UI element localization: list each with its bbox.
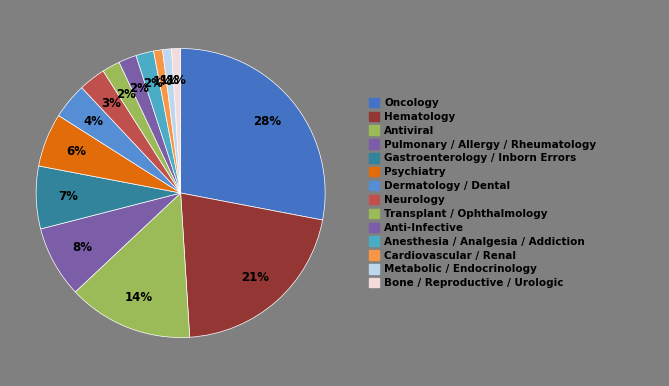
Wedge shape (103, 62, 181, 193)
Wedge shape (181, 49, 325, 220)
Wedge shape (76, 193, 190, 337)
Text: 21%: 21% (241, 271, 269, 284)
Wedge shape (163, 49, 181, 193)
Wedge shape (154, 50, 181, 193)
Text: 28%: 28% (254, 115, 282, 128)
Wedge shape (119, 56, 181, 193)
Wedge shape (39, 115, 181, 193)
Text: 2%: 2% (129, 82, 149, 95)
Legend: Oncology, Hematology, Antiviral, Pulmonary / Allergy / Rheumatology, Gastroenter: Oncology, Hematology, Antiviral, Pulmona… (367, 96, 598, 290)
Wedge shape (59, 88, 181, 193)
Wedge shape (82, 71, 181, 193)
Text: 4%: 4% (84, 115, 104, 128)
Text: 1%: 1% (153, 75, 173, 88)
Text: 2%: 2% (116, 88, 136, 101)
Text: 1%: 1% (160, 74, 180, 87)
Text: 8%: 8% (72, 241, 92, 254)
Text: 14%: 14% (125, 291, 153, 304)
Wedge shape (171, 49, 181, 193)
Text: 7%: 7% (58, 190, 78, 203)
Text: 1%: 1% (167, 74, 187, 87)
Wedge shape (36, 166, 181, 229)
Wedge shape (181, 193, 322, 337)
Text: 2%: 2% (142, 77, 163, 90)
Text: 6%: 6% (66, 145, 86, 158)
Wedge shape (136, 51, 181, 193)
Wedge shape (41, 193, 181, 292)
Text: 3%: 3% (102, 97, 122, 110)
